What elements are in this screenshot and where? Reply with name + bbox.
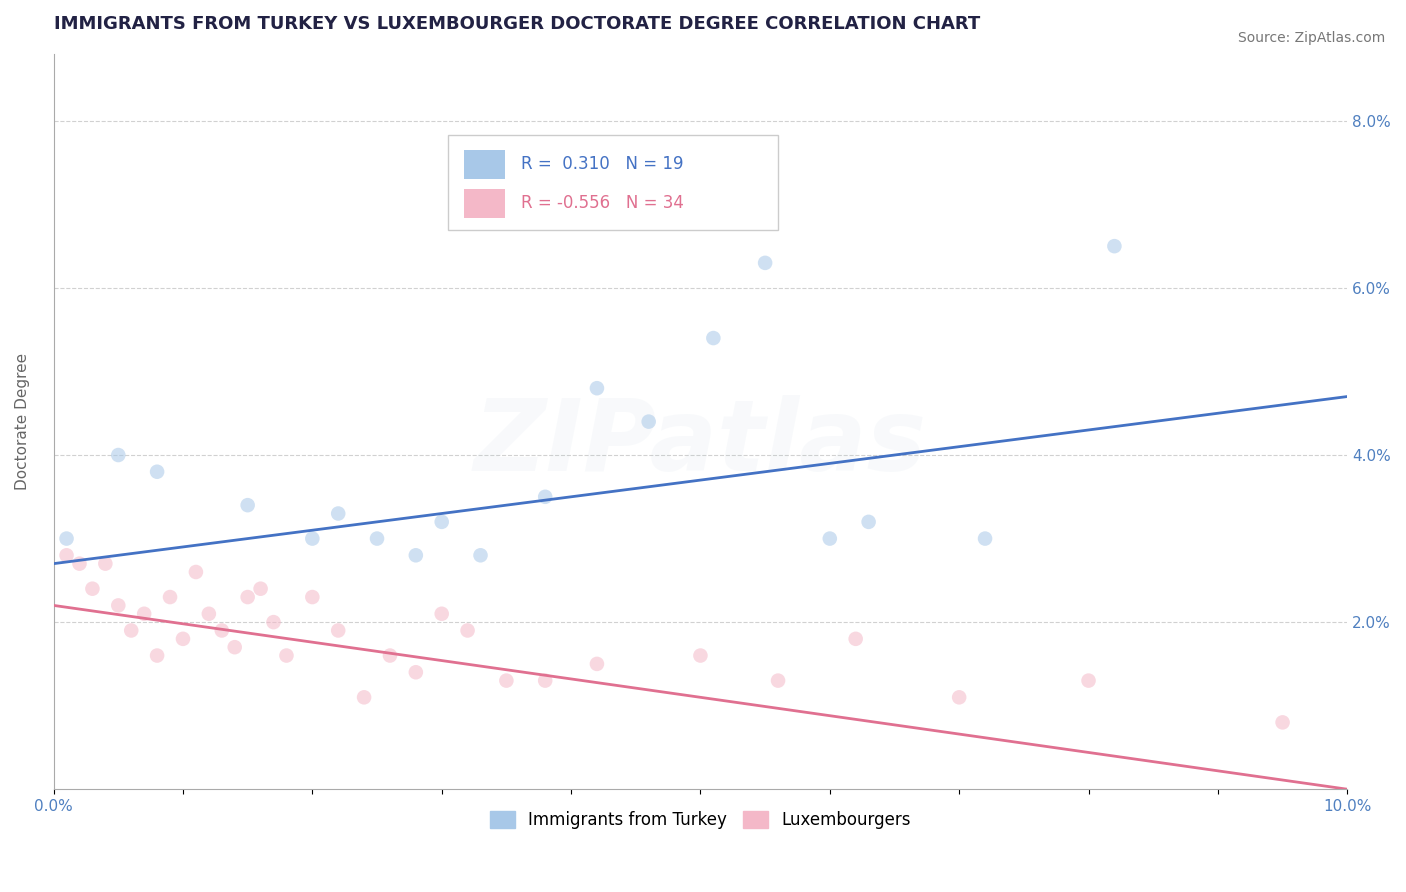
Point [366, 532, 388, 546]
Point [107, 599, 129, 613]
Point [301, 590, 323, 604]
Point [405, 549, 427, 563]
Point [159, 590, 181, 604]
Point [55, 549, 77, 563]
Point [637, 415, 659, 429]
Point [82, 582, 104, 596]
Point [211, 624, 233, 638]
Point [405, 665, 427, 680]
Text: IMMIGRANTS FROM TURKEY VS LUXEMBOURGER DOCTORATE DEGREE CORRELATION CHART: IMMIGRANTS FROM TURKEY VS LUXEMBOURGER D… [53, 15, 980, 33]
Point [495, 673, 517, 688]
Point [276, 648, 298, 663]
Point [263, 615, 285, 629]
Point [184, 565, 207, 579]
Point [1271, 715, 1294, 730]
Point [754, 256, 776, 270]
Point [858, 515, 880, 529]
Point [172, 632, 194, 646]
Point [224, 640, 246, 655]
Point [249, 582, 271, 596]
Y-axis label: Doctorate Degree: Doctorate Degree [15, 353, 30, 491]
Point [94, 557, 117, 571]
Text: Source: ZipAtlas.com: Source: ZipAtlas.com [1237, 31, 1385, 45]
Point [107, 448, 129, 462]
Point [328, 507, 350, 521]
Point [69, 557, 91, 571]
Legend: Immigrants from Turkey, Luxembourgers: Immigrants from Turkey, Luxembourgers [482, 805, 918, 836]
Text: R = -0.556   N = 34: R = -0.556 N = 34 [520, 194, 683, 212]
Point [689, 648, 711, 663]
Point [120, 624, 142, 638]
Point [146, 648, 169, 663]
Point [134, 607, 156, 621]
Point [948, 690, 970, 705]
Point [353, 690, 375, 705]
Point [534, 490, 557, 504]
FancyBboxPatch shape [449, 135, 778, 230]
Point [534, 673, 557, 688]
FancyBboxPatch shape [464, 150, 505, 179]
Point [818, 532, 841, 546]
Point [198, 607, 221, 621]
Point [470, 549, 492, 563]
FancyBboxPatch shape [464, 188, 505, 218]
Point [430, 607, 453, 621]
Point [974, 532, 997, 546]
Point [457, 624, 479, 638]
Point [430, 515, 453, 529]
Text: ZIPatlas: ZIPatlas [474, 395, 927, 492]
Point [328, 624, 350, 638]
Point [702, 331, 724, 345]
Point [1104, 239, 1126, 253]
Point [845, 632, 868, 646]
Point [55, 532, 77, 546]
Point [146, 465, 169, 479]
Point [301, 532, 323, 546]
Point [1077, 673, 1099, 688]
Point [236, 498, 259, 512]
Point [586, 381, 609, 395]
Text: R =  0.310   N = 19: R = 0.310 N = 19 [520, 155, 683, 173]
Point [378, 648, 401, 663]
Point [766, 673, 789, 688]
Point [586, 657, 609, 671]
Point [236, 590, 259, 604]
